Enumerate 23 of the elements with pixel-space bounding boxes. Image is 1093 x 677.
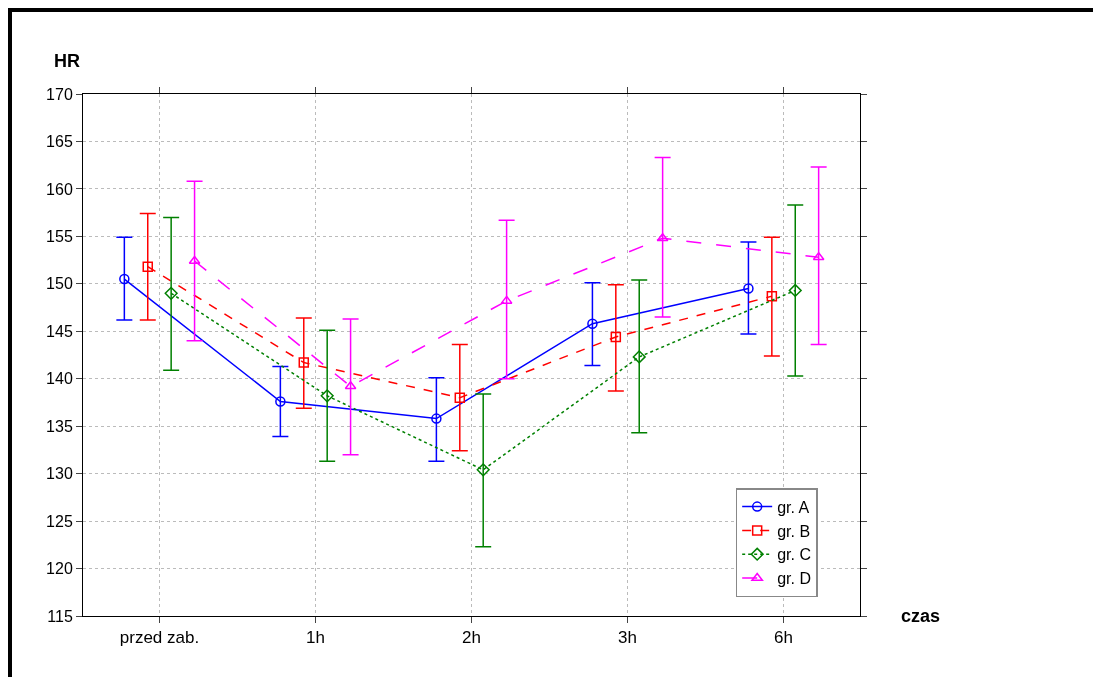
- x-tick-label: 2h: [462, 628, 481, 648]
- x-tick-label: przed zab.: [119, 628, 200, 648]
- y-tick-label: 165: [46, 133, 73, 151]
- y-tick-label: 140: [46, 370, 73, 388]
- y-tick-label: 135: [46, 417, 73, 435]
- y-tick-label: 150: [46, 275, 73, 293]
- legend-label: gr. A: [777, 498, 810, 516]
- y-tick-label: 130: [46, 465, 73, 483]
- y-tick-label: 170: [46, 85, 73, 103]
- y-tick-label: 120: [46, 560, 73, 578]
- y-tick-label: 155: [46, 227, 73, 245]
- x-tick-label: 1h: [306, 628, 325, 648]
- x-tick-label: 6h: [774, 628, 794, 648]
- y-tick-label: 145: [46, 322, 73, 340]
- y-tick-label: 115: [47, 607, 73, 625]
- legend-label: gr. B: [777, 522, 811, 540]
- x-tick-label: 3h: [618, 628, 637, 648]
- y-tick-label: 160: [46, 180, 73, 198]
- y-axis-title: HR: [54, 51, 80, 71]
- legend-label: gr. C: [777, 546, 811, 564]
- y-tick-label: 125: [46, 512, 73, 530]
- x-axis-title: czas: [901, 606, 941, 626]
- legend-label: gr. D: [777, 570, 811, 588]
